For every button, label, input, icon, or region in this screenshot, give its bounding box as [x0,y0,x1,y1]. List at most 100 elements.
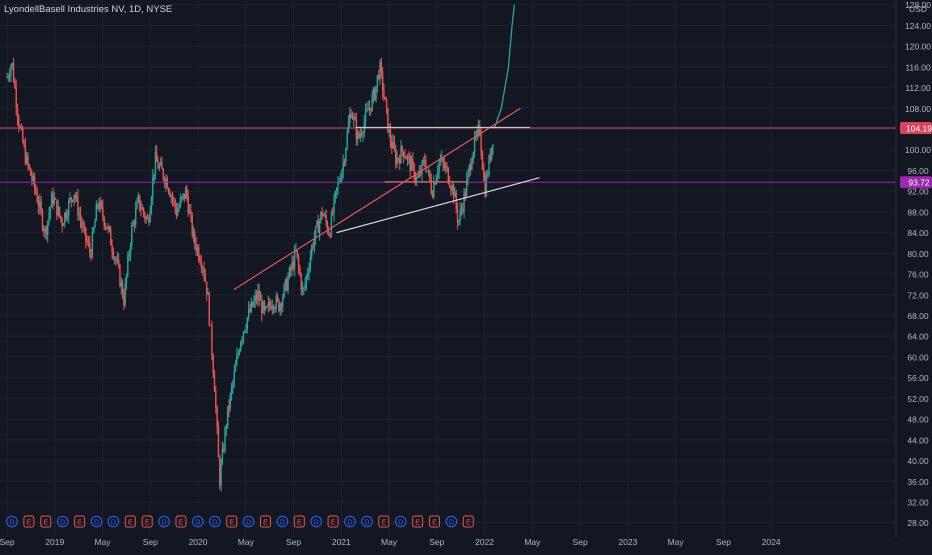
candle-body [174,200,176,208]
earnings-marker[interactable]: E [429,515,440,528]
candle-body [459,209,461,221]
earnings-marker[interactable]: E [293,515,305,528]
level-badge-label-0: 104.19 [906,123,932,133]
candle-body [279,304,281,312]
candle-body [119,265,121,287]
candle-body [179,198,182,207]
price-tick-label: 48.00 [907,415,929,425]
earnings-marker[interactable]: E [378,515,390,528]
candle-body [254,295,256,301]
candle-body [416,176,418,180]
candle-body [149,210,151,223]
candle-body [287,277,289,291]
price-tick-label: 44.00 [907,435,929,445]
candle-body [460,209,463,210]
candle-body [383,91,385,97]
candle-body [208,293,210,325]
dividend-marker[interactable]: D [107,515,120,528]
candle-body [342,161,344,171]
candle-body [430,180,432,193]
candle-body [200,263,203,269]
earnings-icon [293,515,305,528]
candle-body [117,259,120,266]
earnings-marker[interactable]: E [175,515,187,528]
event-label: D [162,520,167,527]
earnings-marker[interactable]: E [74,515,86,528]
candle-body [434,183,436,185]
candle-body [255,295,258,300]
candle-body [414,178,417,180]
earnings-marker[interactable]: E [23,515,35,528]
candle-body [89,242,91,252]
candle-body [450,187,452,191]
dividend-marker[interactable]: D [90,515,103,528]
candle-body [309,256,312,270]
earnings-marker[interactable]: E [462,515,474,528]
candle-body [18,117,20,128]
dividend-marker[interactable]: D [209,515,221,528]
candle-body [313,238,316,248]
candle-body [377,75,380,79]
candle-body [53,198,55,204]
dividend-marker[interactable]: D [6,515,18,528]
earnings-marker[interactable]: E [141,515,153,528]
candle-body [6,77,8,79]
event-label: D [449,520,454,527]
dividend-marker[interactable]: D [192,515,204,528]
candle-body [395,149,397,165]
candle-body [49,207,52,215]
candle-body [230,387,233,395]
dividend-icon [276,515,289,528]
candle-body [100,201,103,207]
time-tick-label: 2021 [332,537,351,547]
candle-body [124,283,126,305]
candle-body [32,175,34,181]
candle-body [68,200,70,217]
earnings-marker[interactable]: E [124,515,136,528]
candle-body [443,163,446,169]
dividend-marker[interactable]: D [276,515,289,528]
dividend-marker[interactable]: D [361,515,373,528]
dividend-marker[interactable]: D [242,515,255,528]
candle-body [133,222,136,225]
candle-body [220,463,222,486]
candle-body [191,214,193,236]
candle-body [73,194,75,202]
candle-body [85,227,87,241]
candle-body [61,219,63,227]
dividend-marker[interactable]: D [394,515,407,528]
earnings-marker[interactable]: E [226,515,238,528]
candle-body [356,132,359,139]
dividend-marker[interactable]: D [158,515,170,528]
dividend-marker[interactable]: D [310,515,323,528]
candle-body [144,213,146,219]
earnings-marker[interactable]: E [412,515,424,528]
dividend-marker[interactable]: D [344,515,356,528]
candle-body [98,204,100,210]
candle-body [43,228,45,232]
candle-body [86,240,88,243]
dividend-marker[interactable]: D [56,515,69,528]
earnings-marker[interactable]: E [260,515,271,528]
candle-body [454,192,456,198]
candle-body [393,141,396,150]
candle-body [322,215,325,217]
candle-body [171,195,174,200]
candle-body [370,107,372,111]
dividend-marker[interactable]: D [445,515,458,528]
candle-body [99,201,101,210]
candle-body [233,371,235,383]
earnings-marker[interactable]: E [327,515,339,528]
candle-body [110,228,112,246]
candle-body [92,227,95,233]
earnings-icon [226,515,238,528]
earnings-marker[interactable]: E [40,515,52,528]
candle-body [41,210,44,229]
candle-body [128,254,130,257]
grid-lines [0,0,896,537]
candle-body [140,208,142,210]
candle-body [427,170,430,172]
candle-body [246,317,249,329]
